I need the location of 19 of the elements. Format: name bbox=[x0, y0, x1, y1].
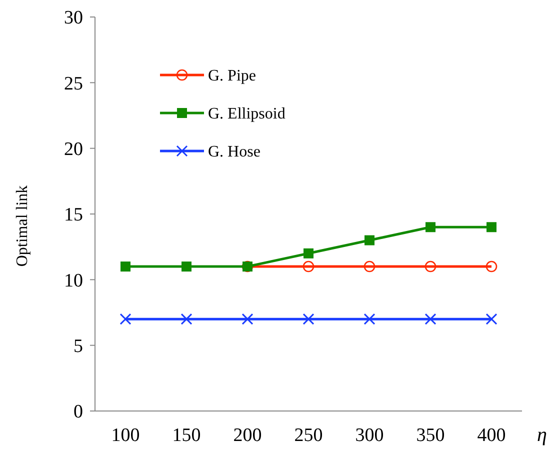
y-tick-label: 15 bbox=[64, 204, 83, 226]
x-tick-label: 200 bbox=[233, 425, 262, 446]
y-axis-title: Optimal link bbox=[14, 185, 31, 267]
legend-label: G. Hose bbox=[208, 144, 260, 161]
x-axis-title: η bbox=[537, 424, 548, 446]
x-tick-label: 400 bbox=[477, 425, 506, 446]
y-tick-label: 5 bbox=[74, 336, 83, 357]
x-tick-label: 150 bbox=[172, 425, 201, 446]
x-tick-label: 300 bbox=[355, 425, 384, 446]
y-tick-label: 30 bbox=[64, 8, 83, 29]
y-tick-label: 20 bbox=[64, 138, 83, 160]
x-tick-label: 350 bbox=[416, 425, 445, 446]
y-tick-label: 10 bbox=[64, 270, 83, 292]
y-tick-label: 25 bbox=[64, 73, 83, 94]
x-tick-label: 100 bbox=[111, 425, 140, 446]
legend-label: G. Pipe bbox=[208, 68, 256, 85]
y-tick-label: 0 bbox=[74, 402, 83, 423]
legend-label: G. Ellipsoid bbox=[208, 106, 286, 123]
x-tick-label: 250 bbox=[294, 425, 323, 446]
